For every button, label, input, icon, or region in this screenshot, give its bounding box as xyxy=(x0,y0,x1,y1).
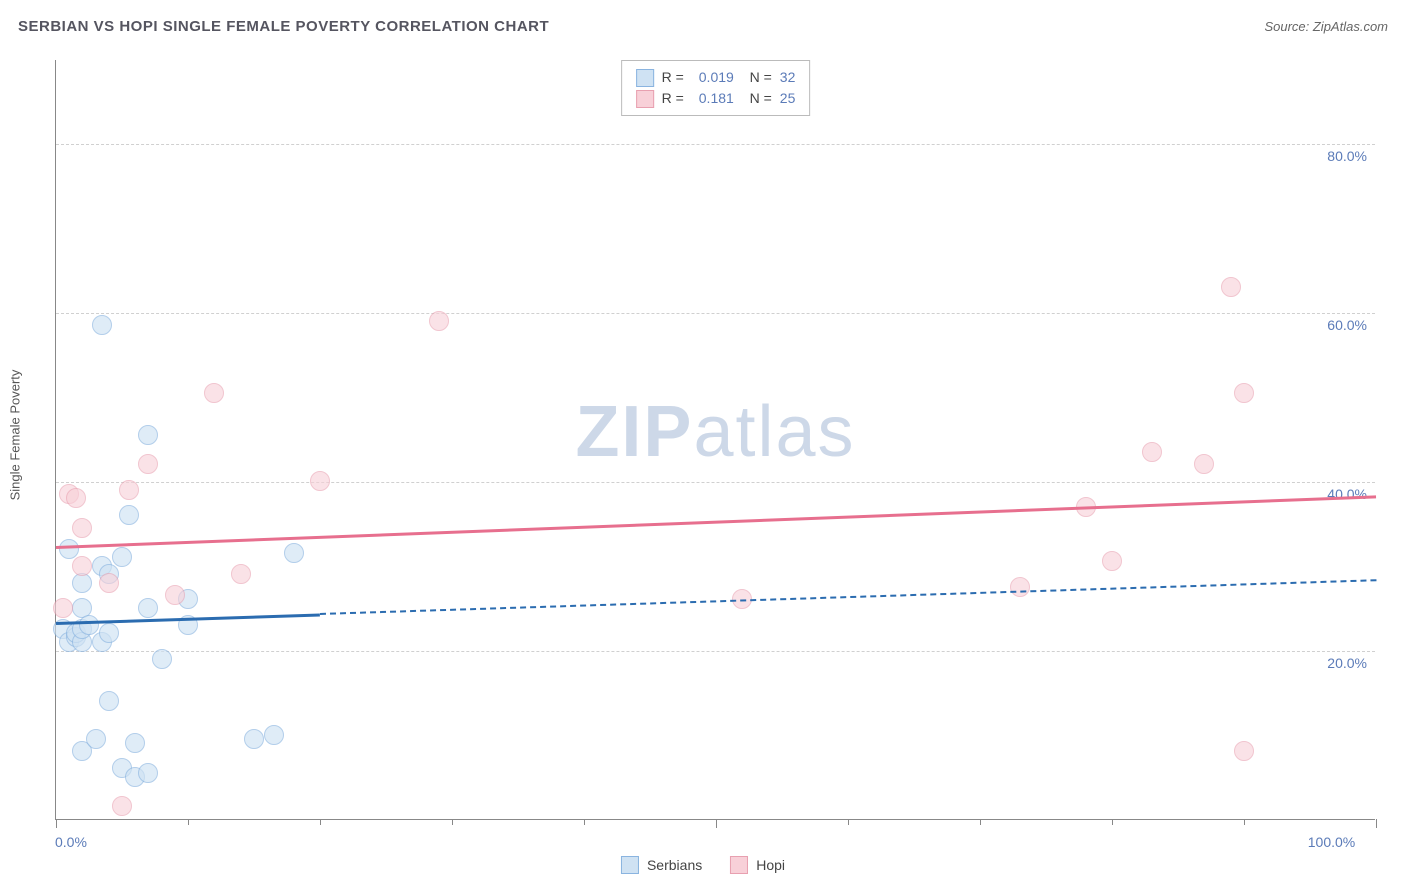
watermark-rest: atlas xyxy=(693,391,855,471)
data-point xyxy=(264,725,284,745)
data-point xyxy=(165,585,185,605)
x-tick xyxy=(716,819,717,828)
data-point xyxy=(1234,383,1254,403)
legend-bottom: Serbians Hopi xyxy=(621,856,785,874)
legend-stats-row-serbians: R = 0.019 N = 32 xyxy=(636,67,796,88)
data-point xyxy=(1221,277,1241,297)
data-point xyxy=(1102,551,1122,571)
data-point xyxy=(72,556,92,576)
gridline xyxy=(56,313,1375,314)
data-point xyxy=(72,518,92,538)
trend-line xyxy=(56,495,1376,548)
plot-area: ZIPatlas R = 0.019 N = 32 R = 0.181 N = … xyxy=(55,60,1375,820)
data-point xyxy=(284,543,304,563)
data-point xyxy=(86,729,106,749)
legend-item-serbians: Serbians xyxy=(621,856,702,874)
data-point xyxy=(119,480,139,500)
data-point xyxy=(1010,577,1030,597)
data-point xyxy=(1142,442,1162,462)
legend-stats-row-hopi: R = 0.181 N = 25 xyxy=(636,88,796,109)
legend-label-hopi: Hopi xyxy=(756,857,785,873)
data-point xyxy=(138,454,158,474)
data-point xyxy=(231,564,251,584)
data-point xyxy=(53,598,73,618)
chart-header: SERBIAN VS HOPI SINGLE FEMALE POVERTY CO… xyxy=(18,18,1388,35)
data-point xyxy=(138,763,158,783)
x-tick-label-max: 100.0% xyxy=(1308,834,1355,850)
x-tick xyxy=(56,819,57,828)
n-value-hopi: 25 xyxy=(780,88,796,109)
x-tick xyxy=(1244,819,1245,825)
x-tick xyxy=(1376,819,1377,828)
data-point xyxy=(244,729,264,749)
data-point xyxy=(138,598,158,618)
chart-container: Single Female Poverty ZIPatlas R = 0.019… xyxy=(45,50,1385,820)
data-point xyxy=(152,649,172,669)
watermark-bold: ZIP xyxy=(575,391,693,471)
data-point xyxy=(1194,454,1214,474)
data-point xyxy=(79,615,99,635)
data-point xyxy=(99,573,119,593)
data-point xyxy=(125,733,145,753)
x-tick xyxy=(188,819,189,825)
data-point xyxy=(429,311,449,331)
data-point xyxy=(310,471,330,491)
watermark: ZIPatlas xyxy=(575,390,855,472)
x-tick xyxy=(320,819,321,825)
trend-line-dashed xyxy=(320,579,1376,615)
r-value-hopi: 0.181 xyxy=(692,88,734,109)
legend-swatch-hopi xyxy=(730,856,748,874)
x-tick xyxy=(584,819,585,825)
data-point xyxy=(119,505,139,525)
gridline xyxy=(56,482,1375,483)
data-point xyxy=(99,691,119,711)
data-point xyxy=(112,796,132,816)
gridline xyxy=(56,651,1375,652)
swatch-hopi xyxy=(636,90,654,108)
gridline xyxy=(56,144,1375,145)
data-point xyxy=(59,539,79,559)
legend-stats-box: R = 0.019 N = 32 R = 0.181 N = 25 xyxy=(621,60,811,116)
data-point xyxy=(138,425,158,445)
x-tick xyxy=(1112,819,1113,825)
data-point xyxy=(1234,741,1254,761)
y-tick-label: 80.0% xyxy=(1327,148,1367,164)
data-point xyxy=(99,623,119,643)
x-tick xyxy=(452,819,453,825)
y-tick-label: 60.0% xyxy=(1327,317,1367,333)
x-tick xyxy=(848,819,849,825)
r-value-serbians: 0.019 xyxy=(692,67,734,88)
x-tick xyxy=(980,819,981,825)
y-tick-label: 20.0% xyxy=(1327,655,1367,671)
y-axis-label: Single Female Poverty xyxy=(8,370,23,501)
swatch-serbians xyxy=(636,69,654,87)
x-tick-label-min: 0.0% xyxy=(55,834,87,850)
legend-swatch-serbians xyxy=(621,856,639,874)
n-value-serbians: 32 xyxy=(780,67,796,88)
chart-title: SERBIAN VS HOPI SINGLE FEMALE POVERTY CO… xyxy=(18,18,549,35)
y-tick-label: 40.0% xyxy=(1327,486,1367,502)
data-point xyxy=(112,547,132,567)
data-point xyxy=(204,383,224,403)
legend-label-serbians: Serbians xyxy=(647,857,702,873)
legend-item-hopi: Hopi xyxy=(730,856,785,874)
data-point xyxy=(92,315,112,335)
source-attribution: Source: ZipAtlas.com xyxy=(1264,19,1388,34)
data-point xyxy=(66,488,86,508)
